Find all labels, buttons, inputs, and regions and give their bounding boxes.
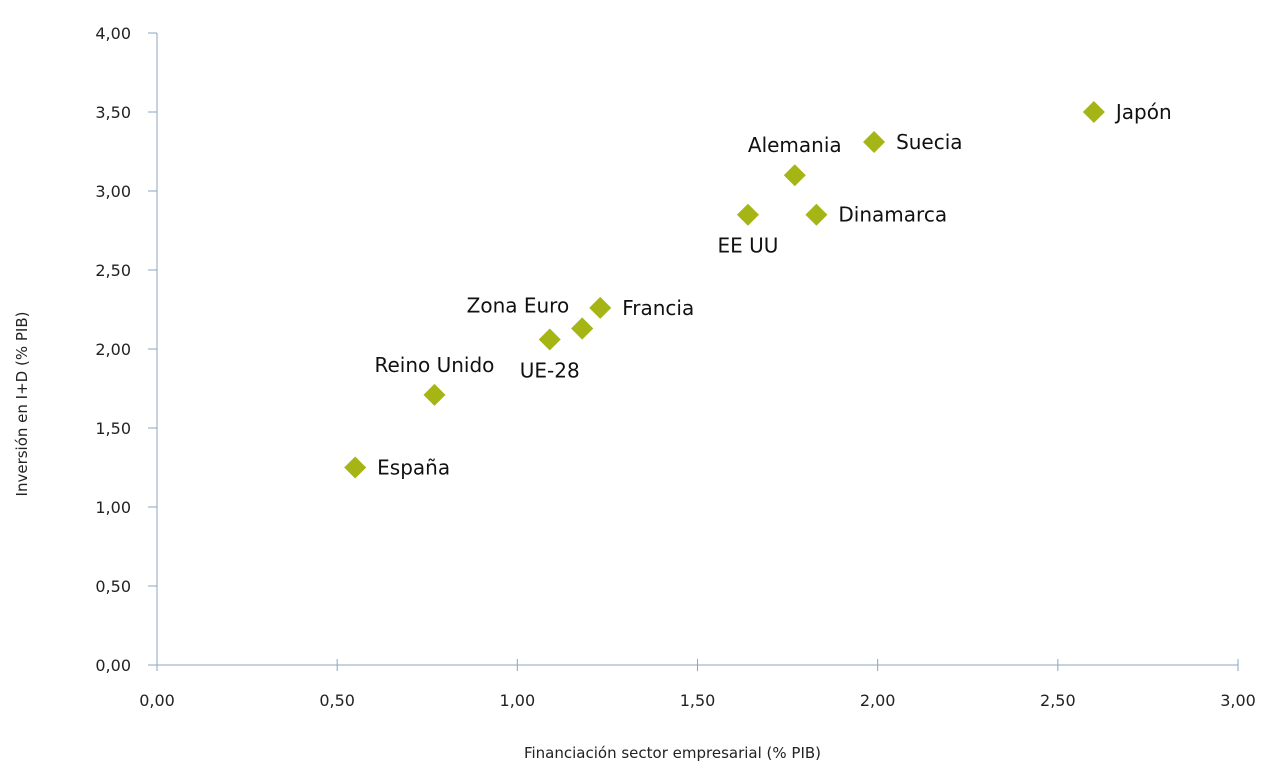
x-tick-label: 0,00 (139, 691, 175, 710)
y-tick-label: 3,00 (95, 182, 131, 201)
data-point-label: Japón (1114, 100, 1172, 124)
y-tick-label: 1,50 (95, 419, 131, 438)
y-tick-label: 4,00 (95, 24, 131, 43)
x-axis-title: Financiación sector empresarial (% PIB) (524, 744, 821, 762)
data-point-label: EE UU (717, 234, 778, 258)
point-labels: España Reino Unido UE-28 Zona Euro Francia EE… (374, 100, 1171, 480)
data-point-label: Francia (622, 296, 694, 320)
data-point-label: España (377, 456, 450, 480)
y-tick-label: 0,00 (95, 656, 131, 675)
data-point-label: Alemania (748, 133, 842, 157)
y-tick-label: 2,00 (95, 340, 131, 359)
data-point-marker (344, 456, 367, 479)
x-tick-label: 1,00 (500, 691, 536, 710)
data-point-marker (423, 383, 446, 406)
data-point-label: Zona Euro (467, 293, 570, 317)
data-point-marker (538, 328, 561, 351)
data-point-label: Reino Unido (374, 353, 494, 377)
x-tick-label: 1,50 (680, 691, 716, 710)
y-tick-label: 2,50 (95, 261, 131, 280)
x-tick-label: 2,00 (860, 691, 896, 710)
y-tick-label: 3,50 (95, 103, 131, 122)
data-points (344, 101, 1105, 479)
x-ticks: 0,00 0,50 1,00 1,50 2,00 2,50 3,00 (139, 659, 1256, 710)
y-axis-title: Inversión en I+D (% PIB) (13, 312, 31, 497)
data-point-marker (863, 131, 886, 154)
y-ticks: 0,00 0,50 1,00 1,50 2,00 2,50 3,00 3,50 4,00 (95, 24, 157, 675)
y-tick-label: 1,00 (95, 498, 131, 517)
axes (156, 33, 1238, 666)
data-point-label: Suecia (896, 130, 962, 154)
data-point-marker (571, 317, 594, 340)
data-point-label: Dinamarca (838, 203, 947, 227)
data-point-marker (783, 164, 806, 187)
data-point-marker (736, 203, 759, 226)
y-tick-label: 0,50 (95, 577, 131, 596)
x-tick-label: 3,00 (1220, 691, 1256, 710)
data-point-label: UE-28 (520, 359, 580, 383)
data-point-marker (589, 296, 612, 319)
data-point-marker (805, 203, 828, 226)
data-point-marker (1082, 101, 1105, 123)
x-tick-label: 0,50 (319, 691, 355, 710)
x-tick-label: 2,50 (1040, 691, 1076, 710)
